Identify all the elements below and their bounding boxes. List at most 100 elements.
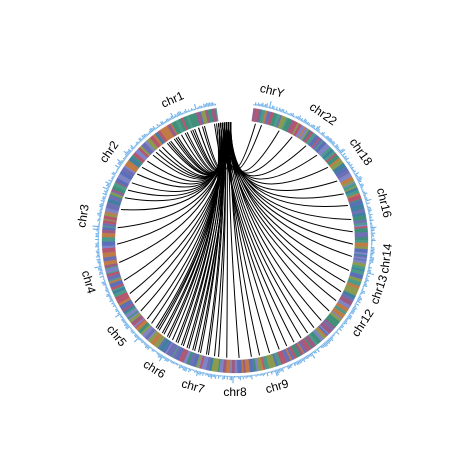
density-bar: [346, 316, 352, 320]
density-bar: [321, 132, 326, 136]
chromosome-label-chrY: chrY: [259, 81, 286, 101]
density-bar: [299, 359, 303, 363]
density-bar: [284, 110, 288, 114]
density-bar: [356, 176, 363, 181]
density-bar: [368, 211, 371, 213]
density-bar: [364, 280, 367, 283]
ideogram-segment: [234, 359, 238, 374]
density-bar: [92, 228, 100, 231]
density-bar: [120, 315, 123, 318]
density-bar: [302, 118, 307, 123]
link-chord: [230, 122, 318, 180]
density-bar: [361, 289, 366, 293]
density-bar: [203, 103, 205, 108]
density-bar: [100, 199, 105, 203]
density-bar: [357, 178, 362, 182]
density-bar: [99, 204, 104, 207]
density-bar: [297, 115, 302, 120]
density-bar: [102, 196, 106, 199]
density-bar: [309, 124, 311, 127]
density-bar: [298, 359, 302, 364]
density-bar: [193, 369, 196, 373]
density-bar: [105, 287, 109, 290]
density-bar: [261, 102, 264, 107]
density-bar: [295, 361, 299, 366]
ideogram-segment: [101, 236, 116, 242]
density-bar: [152, 349, 156, 352]
density-bar: [124, 156, 127, 159]
density-bar: [207, 102, 210, 107]
density-bar: [114, 305, 117, 308]
density-bar: [343, 155, 347, 159]
density-bar: [350, 166, 354, 170]
density-bar: [210, 102, 212, 107]
density-bar: [271, 370, 274, 373]
density-bar: [369, 258, 375, 261]
density-bar: [208, 102, 211, 107]
link-chord: [214, 122, 226, 357]
density-bar: [272, 106, 275, 110]
link-chord: [226, 122, 338, 191]
density-bar: [114, 308, 118, 311]
density-bar: [335, 330, 340, 335]
density-bar: [186, 110, 189, 113]
density-bar: [351, 168, 354, 171]
density-bar: [104, 192, 108, 195]
density-bar: [356, 175, 362, 180]
density-bar: [121, 316, 124, 319]
density-bar: [174, 361, 176, 365]
density-bar: [365, 198, 372, 202]
density-bar: [291, 363, 294, 365]
density-bar: [286, 365, 290, 370]
density-bar: [178, 363, 180, 366]
density-bar: [133, 146, 136, 148]
density-bar: [210, 373, 213, 379]
density-bar: [105, 286, 108, 289]
density-bar: [264, 103, 267, 108]
density-bar: [340, 324, 345, 328]
density-bar: [205, 103, 208, 107]
density-bar: [187, 109, 190, 113]
density-bar: [263, 104, 265, 108]
density-bar: [325, 341, 329, 345]
density-bar: [356, 300, 361, 304]
density-bar: [312, 350, 316, 354]
density-bar: [161, 121, 165, 125]
chromosome-label-chr6: chr6: [141, 357, 168, 381]
density-bar: [125, 323, 129, 327]
density-bar: [270, 106, 272, 109]
density-bar: [98, 272, 104, 275]
density-bar: [274, 369, 278, 377]
density-bar: [179, 111, 182, 116]
density-bar: [328, 338, 332, 342]
density-bar: [160, 124, 162, 126]
density-bar: [118, 165, 121, 168]
density-bar: [318, 131, 321, 134]
link-chord: [228, 122, 293, 174]
density-bar: [111, 176, 115, 179]
density-bar: [182, 366, 186, 371]
density-bar: [338, 148, 344, 154]
density-bar: [332, 142, 336, 146]
density-bar: [190, 108, 193, 112]
density-bar: [173, 115, 176, 119]
link-chord: [172, 123, 219, 341]
density-bar: [265, 103, 269, 108]
chromosome-label-chr14: chr14: [377, 242, 395, 274]
density-bar: [308, 354, 311, 357]
density-bar: [362, 192, 368, 195]
density-bar: [195, 370, 198, 373]
density-bar: [352, 170, 357, 173]
ideogram-segment: [354, 237, 369, 241]
density-bar: [284, 366, 286, 369]
density-bar: [163, 121, 166, 124]
density-bar: [344, 157, 350, 161]
density-bar: [99, 205, 104, 208]
density-bar: [359, 292, 363, 295]
density-bar: [282, 109, 285, 113]
density-bar: [197, 371, 200, 375]
density-bar: [152, 125, 156, 131]
density-bar: [368, 213, 373, 216]
density-bar: [157, 352, 160, 356]
